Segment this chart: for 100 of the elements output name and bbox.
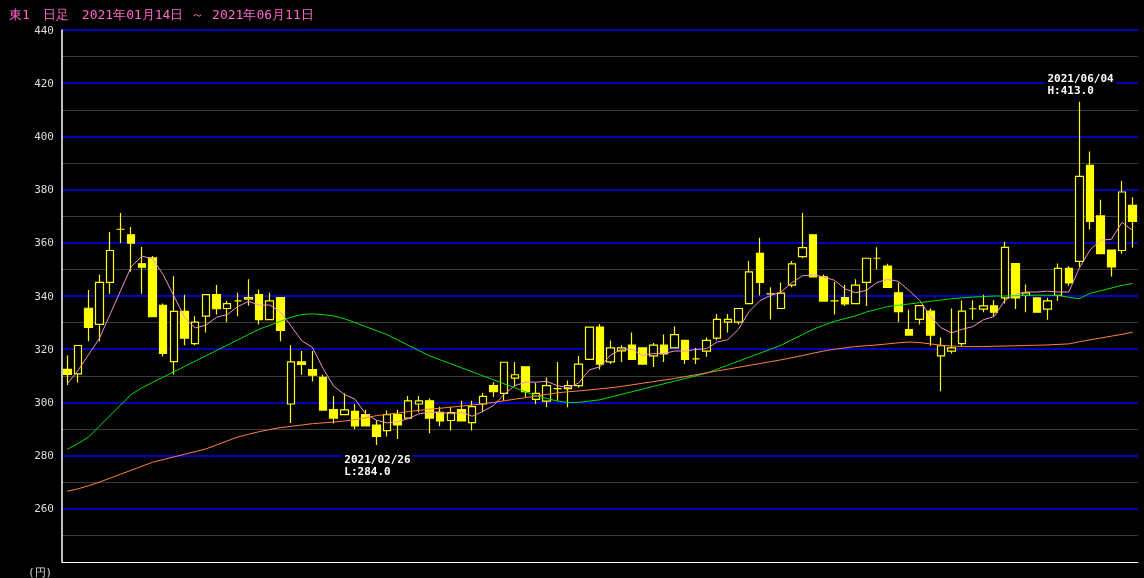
y-tick-label: 420: [34, 76, 54, 90]
candlestick: [414, 395, 424, 413]
candlestick: [712, 313, 722, 342]
candlestick: [808, 234, 818, 278]
candlestick: [584, 326, 595, 360]
candlestick: [882, 263, 893, 289]
y-tick-label: 280: [34, 449, 54, 463]
candlestick: [222, 300, 232, 323]
candlestick: [861, 257, 872, 307]
candlestick: [520, 366, 531, 398]
candlestick: [73, 344, 83, 384]
candlestick: [669, 325, 680, 349]
candlestick: [83, 289, 94, 342]
candlestick: [211, 284, 222, 316]
y-tick-label: 440: [34, 23, 54, 37]
candlestick: [499, 361, 509, 402]
line-series: [66, 221, 1134, 424]
candlestick: [829, 281, 840, 316]
candlestick: [755, 237, 765, 297]
candlestick: [925, 307, 936, 347]
candlestick: [818, 273, 829, 302]
candlestick: [510, 361, 520, 387]
candlestick: [1032, 297, 1042, 313]
candlestick: [339, 392, 350, 416]
candlestick: [733, 307, 744, 326]
candlestick: [872, 246, 882, 270]
candlestick: [126, 226, 136, 273]
candlestick: [1106, 249, 1117, 278]
candlestick: [147, 255, 158, 318]
candlestick: [243, 278, 254, 307]
candlestick: [627, 331, 637, 360]
candlestick: [1042, 297, 1053, 321]
candlestick: [904, 309, 914, 336]
candlestick: [552, 361, 563, 402]
candlestick: [179, 294, 190, 346]
candlestick: [1064, 265, 1074, 287]
candlestick: [201, 294, 211, 334]
candlestick: [648, 342, 659, 368]
candlestick: [403, 395, 413, 419]
candlestick: [723, 313, 733, 334]
candlestick: [968, 299, 978, 321]
y-tick-label: 400: [34, 129, 54, 143]
candlestick: [893, 281, 904, 323]
y-tick-label: 380: [34, 183, 54, 197]
candlestick: [744, 260, 754, 305]
candlestick: [254, 289, 264, 326]
candlestick: [233, 292, 243, 317]
candlestick: [296, 350, 307, 376]
candlestick: [776, 281, 786, 310]
candlestick: [1095, 199, 1106, 255]
candlestick: [286, 344, 296, 424]
y-tick-label: 340: [34, 289, 54, 303]
candlestick: [169, 275, 179, 376]
candlestick: [62, 354, 73, 386]
candlestick: [1010, 262, 1021, 310]
candlestick: [371, 419, 382, 446]
annotation: 2021/02/26 L:284.0: [344, 453, 411, 479]
candlestick: [275, 297, 286, 342]
candlestick: [978, 294, 989, 313]
candlestick: [680, 339, 690, 365]
annotation: 2021/06/04 H:413.0: [1047, 72, 1115, 98]
candlestick: [1127, 196, 1138, 249]
y-tick-label: 260: [34, 502, 54, 516]
candlestick: [797, 212, 808, 259]
candlestick: [957, 299, 967, 347]
candlestick: [765, 286, 776, 321]
candlestick: [1085, 150, 1095, 231]
candlestick: [1074, 101, 1085, 268]
chart-title: 東1 日足 2021年01月14日 ～ 2021年06月11日: [9, 7, 314, 22]
candlestick: [158, 302, 168, 357]
candlestick: [787, 260, 797, 288]
line-series: [66, 283, 1134, 450]
candlestick: [137, 246, 147, 295]
candlestick: [691, 347, 701, 365]
candlestick: [307, 350, 318, 382]
candlestick: [936, 336, 946, 392]
candlestick: [115, 212, 126, 244]
candlestick: [105, 231, 115, 295]
candlestick: [318, 374, 328, 411]
candlestick: [573, 355, 584, 389]
y-tick-label: 360: [34, 236, 54, 250]
candlestick: [914, 304, 925, 326]
candlestick: [595, 323, 605, 371]
y-tick-label: 320: [34, 342, 54, 356]
candlestick: [435, 406, 445, 427]
y-tick-label: 300: [34, 395, 54, 409]
candlestick: [456, 400, 467, 422]
candlestick: [946, 307, 957, 355]
candlestick: [488, 381, 499, 398]
candlestick: [1000, 241, 1010, 305]
candlestick: [264, 292, 275, 321]
candlestick: [840, 284, 850, 307]
candlestick: [190, 315, 200, 346]
candlestick: [850, 278, 861, 305]
candlestick: [989, 299, 999, 318]
candlestick: [446, 406, 456, 432]
line-series: [66, 331, 1134, 492]
y-axis-title: (円): [28, 566, 53, 578]
candlestick: [94, 273, 105, 342]
candlestick: [467, 400, 477, 432]
